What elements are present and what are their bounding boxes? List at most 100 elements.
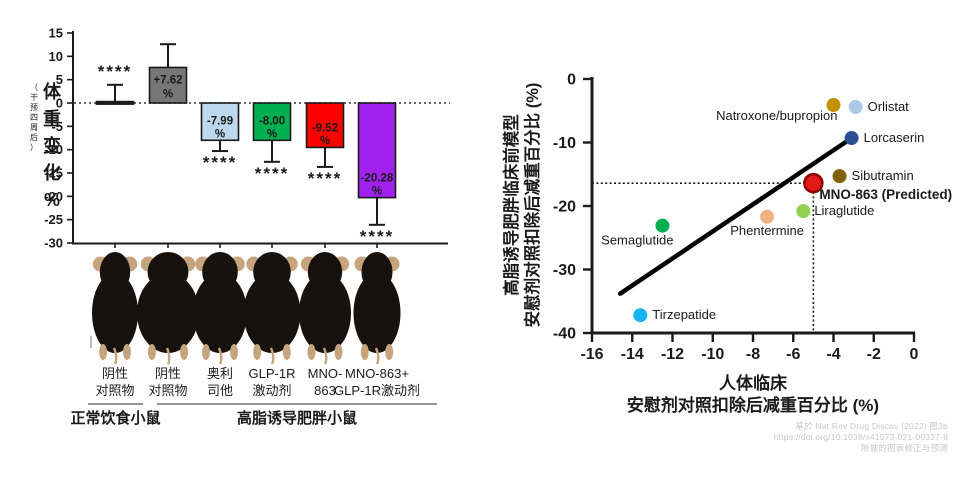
- mouse-foot-left: [99, 344, 108, 360]
- significance-stars: ****: [255, 164, 289, 183]
- mouse-tail: [322, 347, 328, 365]
- mouse-photo-2: [137, 252, 199, 365]
- y-tick-label: 0: [56, 96, 63, 111]
- bar-value-unit: %: [163, 88, 173, 100]
- mouse-foot-left: [253, 344, 262, 360]
- scatter-point-natroxone-bupropion: [826, 98, 841, 113]
- bar-1: [95, 100, 135, 105]
- scatter-point-tirzepatide: [633, 308, 648, 323]
- bar-ylabel-char: %: [44, 190, 60, 210]
- mouse-photo-1: [92, 252, 138, 365]
- bar-ylabel-char: 体: [43, 81, 62, 102]
- y-tick-label: -30: [553, 262, 576, 279]
- citation: 基於 Nat Rev Drug Discov (2022) 图3b https:…: [628, 421, 948, 454]
- x-tick-label: -12: [661, 346, 684, 363]
- mouse-foot-right: [334, 344, 343, 360]
- x-tick-label: -4: [826, 346, 840, 363]
- citation-line-1: 基於 Nat Rev Drug Discov (2022) 图3b: [795, 421, 948, 431]
- scatter-label-liraglutide: Liraglutide: [814, 203, 874, 218]
- mouse-body: [92, 273, 138, 353]
- x-tick-label: -10: [701, 346, 724, 363]
- category-label-line2: 对照物: [148, 383, 187, 398]
- scatter-xlabel-line1: 人体临床: [719, 373, 788, 393]
- bar-ylabel-note-char: 周: [30, 123, 38, 132]
- bar-value-unit: %: [267, 128, 277, 140]
- category-label-line1: MNO-: [308, 366, 343, 381]
- mouse-foot-left: [307, 344, 316, 360]
- x-tick-label: -14: [621, 346, 644, 363]
- bar-value: -20.28: [361, 173, 394, 185]
- category-label-line2: 司他: [207, 383, 233, 398]
- x-tick-label: -8: [746, 346, 760, 363]
- bar-5: [305, 102, 345, 149]
- bar-ylabel-char: 化: [43, 162, 61, 183]
- bar-ylabel-note-char: ）: [30, 143, 38, 152]
- group-label: 正常饮食小鼠: [70, 409, 160, 427]
- citation-line-2: https://doi.org/10.1038/s41573-021-00337…: [773, 432, 948, 442]
- scatter-point-lorcaserin: [844, 131, 859, 146]
- clinical-translation-scatter-chart: 0-10-20-30-40-16 -14 -12 -10 -8 -6 -4 -2 0Natrox…: [501, 72, 952, 416]
- category-label-line1: GLP-1R: [249, 366, 296, 381]
- scatter-ylabel-line2: 安慰剂对照扣除后减重百分比 (%): [522, 83, 542, 328]
- scatter-point-mno-863-predicted-: [803, 172, 824, 194]
- scatter-label-lorcaserin: Lorcaserin: [864, 130, 925, 145]
- mouse-foot-right: [282, 344, 291, 360]
- mouse-body: [353, 273, 401, 353]
- mouse-tail: [374, 347, 380, 365]
- category-label-line2: 863: [314, 383, 336, 398]
- scatter-label-orlistat: Orlistat: [868, 99, 910, 114]
- bar-4: [252, 102, 292, 142]
- scatter-point-liraglutide: [796, 204, 811, 219]
- scatter-label-tirzepatide: Tirzepatide: [652, 307, 716, 322]
- mouse-tail: [269, 347, 275, 365]
- mouse-photo-3: [193, 252, 247, 365]
- y-tick-label: -20: [553, 199, 576, 216]
- y-tick-label: -10: [44, 142, 63, 157]
- scatter-label-sibutramin: Sibutramin: [852, 168, 914, 183]
- mouse-foot-right: [385, 344, 394, 360]
- scatter-label-mno-863-predicted-: MNO-863 (Predicted): [819, 187, 952, 202]
- mouse-foot-left: [147, 344, 156, 360]
- x-tick-label: -2: [867, 346, 881, 363]
- bar-6: [357, 102, 397, 199]
- bar-value: -7.99: [207, 115, 233, 127]
- trend-line: [617, 135, 854, 296]
- bar-3: [200, 102, 240, 142]
- mouse-tail: [217, 347, 223, 365]
- bar-value: -9.52: [312, 122, 338, 134]
- scatter-ylabel-line1: 高脂诱导肥胖临床前模型: [501, 114, 521, 296]
- mouse-body: [193, 273, 247, 353]
- bar-value-unit: %: [372, 186, 382, 198]
- mouse-photo-5: [299, 252, 351, 365]
- scatter-point-phentermine: [760, 209, 775, 224]
- y-tick-label: -25: [44, 212, 63, 227]
- category-label-line1: MNO-863+: [345, 366, 409, 381]
- y-tick-label: -15: [44, 166, 63, 181]
- y-tick-label: -40: [553, 326, 576, 343]
- scatter-xlabel-line2: 安慰剂对照扣除后减重百分比 (%): [627, 395, 879, 415]
- category-label-line1: 阴性: [155, 366, 181, 381]
- bar-2: [148, 66, 188, 104]
- mouse-photo-4: [243, 252, 301, 365]
- y-tick-label: -5: [51, 119, 63, 134]
- bar-ylabel-note-char: 四: [30, 113, 38, 122]
- scatter-point-orlistat: [848, 99, 863, 114]
- mouse-foot-left: [201, 344, 210, 360]
- y-tick-label: 0: [567, 72, 576, 89]
- y-tick-label: -20: [44, 189, 63, 204]
- mouse-foot-right: [180, 344, 189, 360]
- x-tick-label: -6: [786, 346, 800, 363]
- significance-stars: ****: [203, 153, 237, 172]
- x-tick-label: -16: [580, 346, 603, 363]
- y-tick-label: -30: [44, 236, 63, 251]
- bar-ylabel-char: 变: [43, 135, 61, 156]
- bar-value: +7.62: [153, 74, 182, 86]
- citation-line-3: 所做的图表修正与预测: [860, 443, 948, 453]
- y-tick-label: 10: [49, 49, 63, 64]
- mouse-foot-left: [360, 344, 369, 360]
- bar-value-unit: %: [320, 135, 330, 147]
- bar-ylabel-note-char: 干: [30, 93, 38, 102]
- group-label: 高脂诱导肥胖小鼠: [237, 409, 357, 427]
